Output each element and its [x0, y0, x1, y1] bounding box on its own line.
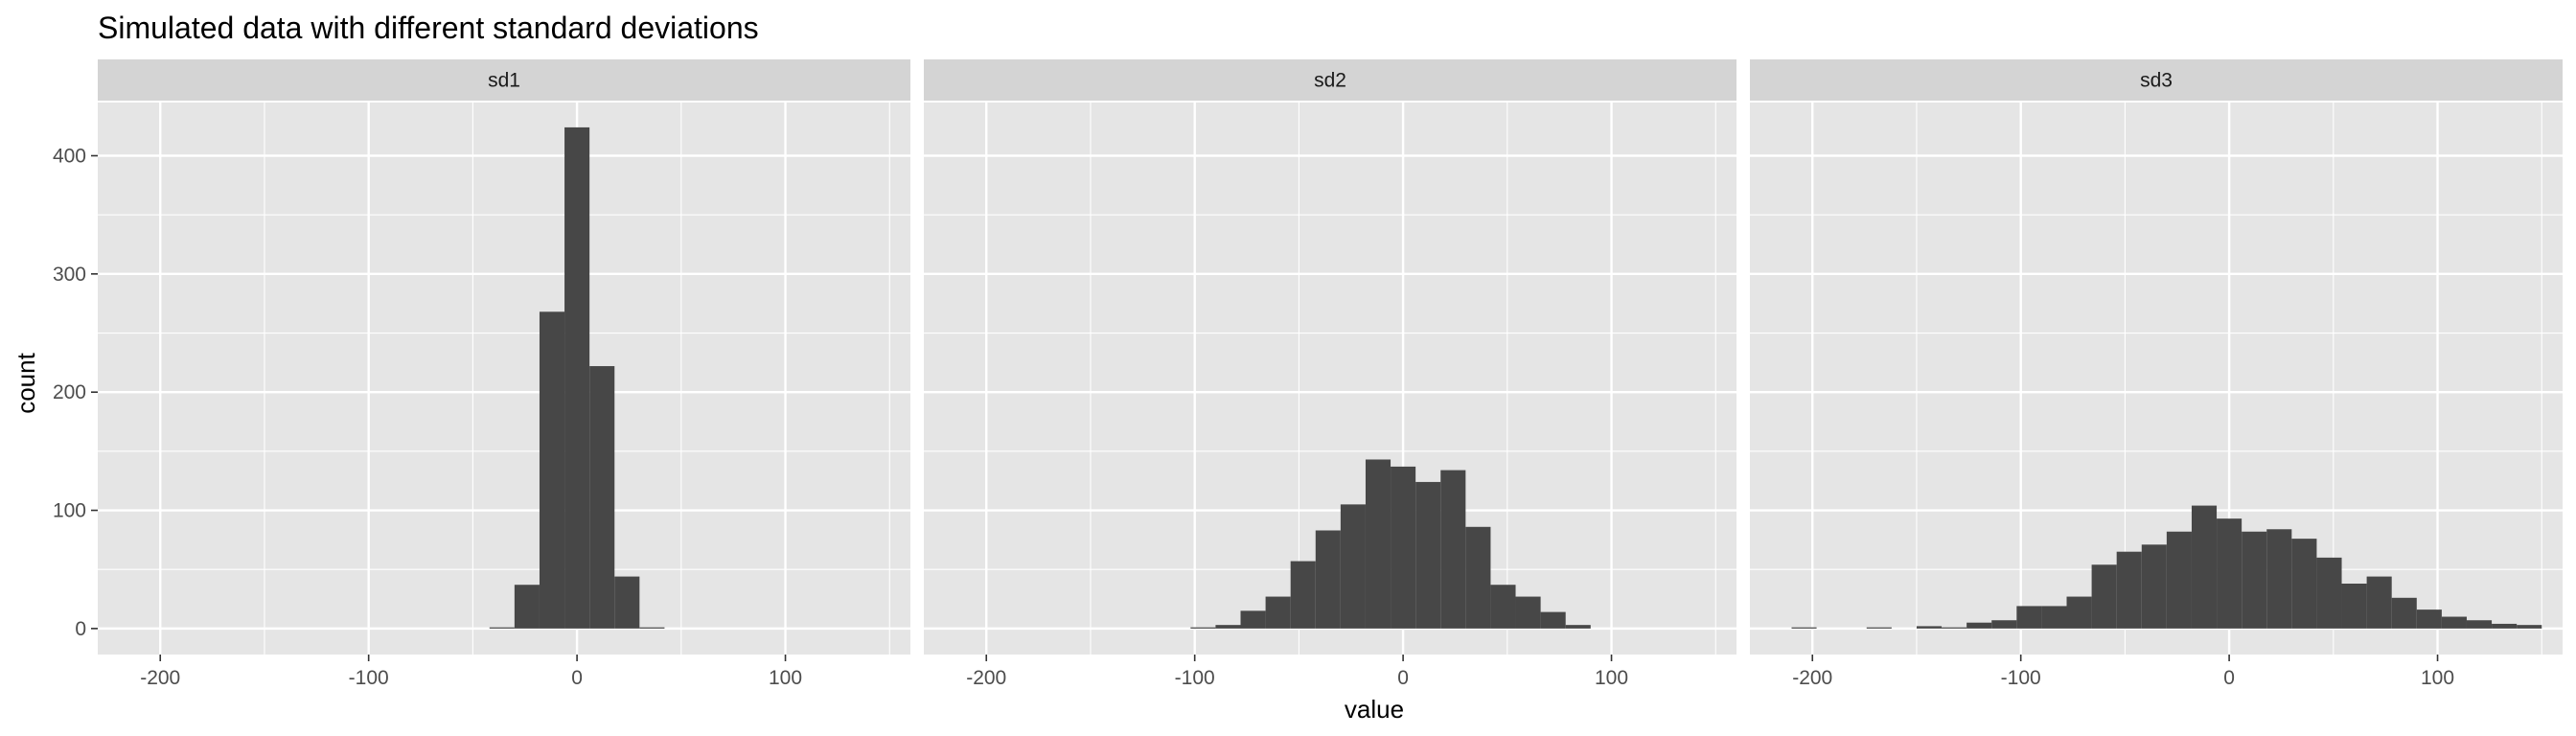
histogram-bar: [514, 585, 540, 629]
facet-panels: sd1 -200 -100 0 100 0 100 200 300 400 sd2 -200 -100 0…: [53, 59, 2563, 689]
histogram-bar: [1440, 470, 1466, 629]
facet-sd1: sd1 -200 -100 0 100 0 100 200 300 400: [53, 59, 910, 689]
histogram-bar: [614, 576, 640, 629]
histogram-bar: [1190, 627, 1216, 629]
histogram-bar: [1540, 611, 1566, 629]
x-tick-label: 0: [2223, 667, 2235, 689]
x-tick-label: 100: [769, 667, 802, 689]
histogram-bar: [1290, 561, 1316, 629]
histogram-bar: [1991, 620, 2017, 629]
histogram-bar: [2016, 606, 2042, 629]
histogram-bar: [1966, 622, 1992, 629]
facet-strip-label: sd1: [488, 70, 520, 92]
histogram-bar: [1791, 627, 1817, 629]
histogram-bar: [564, 126, 590, 629]
x-tick-label: -100: [349, 667, 389, 689]
histogram-bar: [2166, 531, 2192, 629]
facet-strip-label: sd2: [1314, 70, 1346, 92]
histogram-bar: [1490, 585, 1516, 629]
histogram-bar: [2217, 518, 2242, 629]
facet-strip-label: sd3: [2140, 70, 2173, 92]
histogram-bar: [2266, 529, 2292, 629]
facet-strip: [924, 59, 1736, 101]
histogram-bar: [2242, 531, 2267, 629]
x-tick-label: -200: [140, 667, 180, 689]
histogram-bar: [2466, 620, 2493, 629]
facet-strip: [1750, 59, 2563, 101]
histogram-bar: [1465, 526, 1491, 629]
histogram-bar: [2416, 610, 2442, 629]
x-axis-title: value: [1345, 695, 1404, 724]
histogram-bar: [2066, 596, 2092, 629]
histogram-bar: [2492, 623, 2518, 629]
y-axis-title: count: [12, 352, 40, 413]
facet-sd3: sd3 -200 -100 0 100: [1750, 59, 2563, 689]
y-tick-label: 400: [53, 146, 86, 168]
x-tick-label: 100: [2421, 667, 2454, 689]
facet-sd2: sd2 -200 -100 0 100: [924, 59, 1736, 689]
histogram-bar: [1916, 626, 1943, 629]
y-tick-label: 0: [75, 618, 86, 640]
chart-title: Simulated data with different standard d…: [98, 11, 759, 45]
histogram-bar: [2341, 583, 2367, 629]
y-tick-label: 300: [53, 264, 86, 286]
histogram-bar: [1265, 596, 1291, 629]
x-tick-label: 0: [1397, 667, 1409, 689]
histogram-bar: [2366, 576, 2392, 629]
histogram-bar: [1240, 610, 1266, 629]
histogram-bar: [1942, 627, 1967, 629]
histogram-bar: [1415, 481, 1441, 629]
histogram-bar: [2517, 625, 2542, 629]
histogram-bar: [2116, 551, 2142, 629]
histogram-bar: [2441, 616, 2467, 629]
histogram-bar: [639, 627, 665, 629]
histogram-bar: [1565, 625, 1591, 629]
y-tick-label: 200: [53, 381, 86, 403]
histogram-bar: [2041, 606, 2067, 629]
x-tick-label: -100: [1175, 667, 1215, 689]
histogram-bar: [2091, 564, 2117, 629]
y-tick-label: 100: [53, 500, 86, 522]
histogram-bar: [539, 311, 565, 629]
histogram-bar: [2391, 597, 2417, 629]
histogram-bar: [1315, 530, 1341, 629]
histogram-bar: [2191, 505, 2218, 629]
x-tick-label: -100: [2001, 667, 2041, 689]
x-tick-label: -200: [966, 667, 1006, 689]
histogram-bar: [1365, 459, 1392, 629]
histogram-bar: [489, 627, 515, 629]
histogram-bar: [589, 366, 615, 629]
panel-background: [98, 103, 910, 655]
histogram-bar: [2291, 539, 2317, 629]
histogram-bar: [2316, 557, 2342, 629]
x-tick-label: 100: [1595, 667, 1628, 689]
histogram-bar: [1215, 625, 1241, 629]
histogram-bar: [1340, 504, 1366, 629]
x-tick-label: -200: [1792, 667, 1832, 689]
x-tick-label: 0: [571, 667, 583, 689]
histogram-bar: [1515, 596, 1541, 629]
facet-strip: [98, 59, 910, 101]
histogram-bar: [1866, 627, 1892, 629]
histogram-bar: [2141, 544, 2167, 629]
histogram-bar: [1391, 466, 1416, 629]
